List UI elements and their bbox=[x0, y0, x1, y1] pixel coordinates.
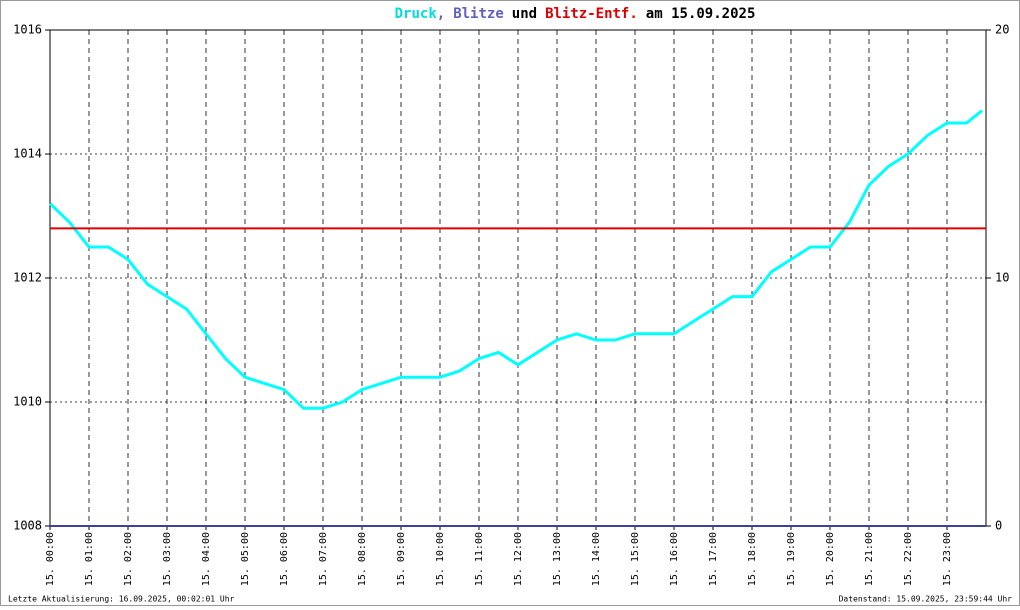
x-tick-label: 15. 13:00 bbox=[552, 532, 563, 586]
series-line bbox=[48, 109, 984, 410]
footer-left: Letzte Aktualisierung: 16.09.2025, 00:02… bbox=[8, 595, 235, 604]
title-part: am 15.09.2025 bbox=[646, 6, 756, 22]
y-tick-label: 1014 bbox=[13, 147, 42, 161]
x-tick-label: 15. 22:00 bbox=[903, 532, 914, 586]
x-tick-label: 15. 08:00 bbox=[357, 532, 368, 586]
title-part: Blitze bbox=[453, 6, 504, 22]
x-tick-label: 15. 03:00 bbox=[162, 532, 173, 586]
title-part: Druck bbox=[395, 6, 438, 22]
y-tick-label: 1016 bbox=[13, 23, 42, 37]
x-tick-label: 15. 17:00 bbox=[708, 532, 719, 586]
y2-tick-label: 10 bbox=[995, 271, 1009, 285]
x-tick-label: 15. 09:00 bbox=[396, 532, 407, 586]
chart-title: Druck, Blitze und Blitz-Entf. am 15.09.2025 bbox=[395, 6, 756, 22]
x-tick-label: 15. 19:00 bbox=[786, 532, 797, 586]
x-tick-label: 15. 04:00 bbox=[201, 532, 212, 586]
y-tick-label: 1012 bbox=[13, 271, 42, 285]
x-tick-label: 15. 07:00 bbox=[318, 532, 329, 586]
x-tick-label: 15. 00:00 bbox=[45, 532, 56, 586]
x-tick-label: 15. 06:00 bbox=[279, 532, 290, 586]
footer-right: Datenstand: 15.09.2025, 23:59:44 Uhr bbox=[839, 595, 1013, 604]
y2-tick-label: 0 bbox=[995, 519, 1002, 533]
x-tick-label: 15. 20:00 bbox=[825, 532, 836, 586]
x-tick-label: 15. 02:00 bbox=[123, 532, 134, 586]
y2-tick-label: 20 bbox=[995, 23, 1009, 37]
x-tick-label: 15. 21:00 bbox=[864, 532, 875, 586]
x-tick-label: 15. 05:00 bbox=[240, 532, 251, 586]
title-part: , bbox=[437, 6, 445, 22]
title-part: Blitz-Entf. bbox=[545, 6, 638, 22]
y-tick-label: 1010 bbox=[13, 395, 42, 409]
x-tick-label: 15. 11:00 bbox=[474, 532, 485, 586]
x-tick-label: 15. 18:00 bbox=[747, 532, 758, 586]
x-tick-label: 15. 12:00 bbox=[513, 532, 524, 586]
y-tick-label: 1008 bbox=[13, 519, 42, 533]
x-tick-label: 15. 10:00 bbox=[435, 532, 446, 586]
title-part: und bbox=[512, 6, 537, 22]
x-tick-label: 15. 16:00 bbox=[669, 532, 680, 586]
x-tick-label: 15. 23:00 bbox=[942, 532, 953, 586]
x-tick-label: 15. 14:00 bbox=[591, 532, 602, 586]
x-tick-label: 15. 15:00 bbox=[630, 532, 641, 586]
x-tick-label: 15. 01:00 bbox=[84, 532, 95, 586]
